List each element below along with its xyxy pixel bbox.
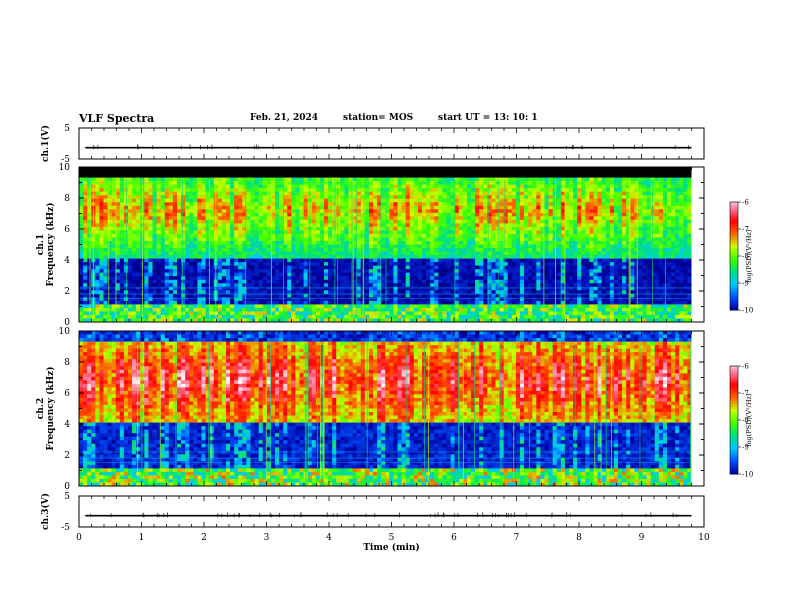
colorbar-tick-label: -9 <box>742 444 749 452</box>
station-label: station= MOS <box>343 113 414 123</box>
ch2-spectrogram-panel: 0 2 4 6 8 10 ch.2 Frequency (kHz) <box>36 327 705 492</box>
colorbar-tick-label: -8 <box>742 417 749 425</box>
y-tick-label: 4 <box>64 420 70 430</box>
start-time-label: start UT = 13: 10: 1 <box>438 113 538 123</box>
spectrogram-image <box>79 177 692 323</box>
s1-ylabel: ch.1 <box>36 234 46 255</box>
colorbar-tick-label: -7 <box>742 226 749 234</box>
x-tick-label: 4 <box>326 533 332 543</box>
y-tick-label: 2 <box>64 451 70 461</box>
figure-title: VLF Spectra <box>79 112 155 125</box>
spectrogram-image <box>79 331 692 487</box>
w1-ylabel: ch.1(V) <box>40 125 51 162</box>
y-tick-label: 5 <box>64 124 70 134</box>
ch1-colorbar: -6 -7 -8 -9 -10 log(PSD)(V²/Hz) <box>729 199 753 315</box>
ch1-waveform-panel: 5 -5 ch.1(V) <box>40 124 705 165</box>
colorbar-label: log(PSD)(V²/Hz) <box>745 229 753 282</box>
y-tick-label: 6 <box>64 225 70 235</box>
colorbar-tick-label: -6 <box>742 363 749 371</box>
s2-ylabel: ch.2 <box>36 398 46 419</box>
x-tick-label: 9 <box>639 533 645 543</box>
x-tick-label: 5 <box>389 533 395 543</box>
y-tick-label: 0 <box>64 318 70 328</box>
x-tick-label: 7 <box>514 533 520 543</box>
time-axis: 0 1 2 3 4 5 6 7 8 9 10 Time (min) <box>76 533 710 553</box>
colorbar-tick-label: -10 <box>742 471 753 479</box>
colorbar-tick-label: -9 <box>742 280 749 288</box>
spectrogram-blank-tail <box>691 167 704 322</box>
y-tick-label: 0 <box>64 482 70 492</box>
date-label: Feb. 21, 2024 <box>250 113 319 123</box>
y-tick-label: 10 <box>59 163 71 173</box>
y-tick-label: 5 <box>64 492 70 502</box>
x-tick-label: 2 <box>201 533 207 543</box>
s2-ylabel: Frequency (kHz) <box>45 366 56 450</box>
colorbar-tick-label: -8 <box>742 253 749 261</box>
y-tick-label: -5 <box>61 155 70 165</box>
colorbar-tick-label: -10 <box>742 307 753 315</box>
y-tick-label: -5 <box>61 523 70 533</box>
y-tick-label: 8 <box>64 358 70 368</box>
ch2-colorbar: -6 -7 -8 -9 -10 log(PSD)(V²/Hz) <box>729 363 753 479</box>
s1-ylabel: Frequency (kHz) <box>45 202 56 286</box>
colorbar-label: log(PSD)(V²/Hz) <box>745 393 753 446</box>
ch3-waveform-panel: 5 -5 ch.3(V) <box>40 492 705 533</box>
colorbar-tick-label: -7 <box>742 390 749 398</box>
x-tick-label: 1 <box>139 533 145 543</box>
colorbar-tick-label: -6 <box>742 199 749 207</box>
y-tick-label: 8 <box>64 194 70 204</box>
x-tick-label: 10 <box>698 533 710 543</box>
y-tick-label: 10 <box>59 327 71 337</box>
y-tick-label: 2 <box>64 287 70 297</box>
w3-ylabel: ch.3(V) <box>40 493 51 530</box>
x-tick-label: 3 <box>264 533 270 543</box>
x-axis-label: Time (min) <box>363 542 420 553</box>
y-tick-label: 6 <box>64 389 70 399</box>
y-tick-label: 4 <box>64 256 70 266</box>
ch1-spectrogram-panel: 0 2 4 6 8 10 ch.1 Frequency (kHz) <box>36 163 705 328</box>
x-tick-label: 6 <box>451 533 457 543</box>
x-tick-label: 8 <box>576 533 582 543</box>
x-tick-label: 0 <box>76 533 82 543</box>
spectrogram-blank-tail <box>691 331 704 486</box>
